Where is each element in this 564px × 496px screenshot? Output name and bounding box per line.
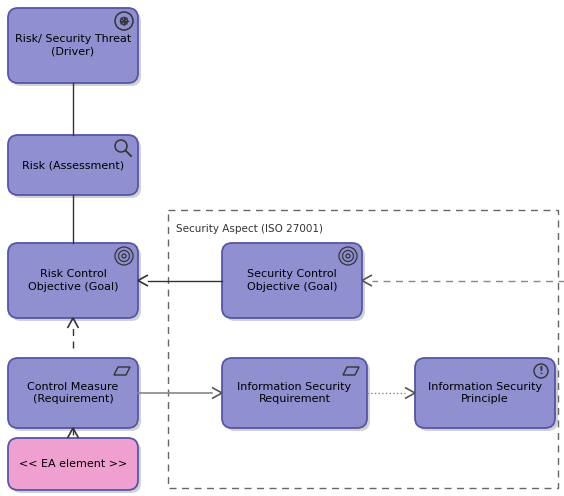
FancyBboxPatch shape [222, 358, 367, 428]
FancyBboxPatch shape [11, 246, 141, 321]
FancyBboxPatch shape [415, 358, 555, 428]
FancyBboxPatch shape [11, 361, 141, 431]
Text: Control Measure
(Requirement): Control Measure (Requirement) [28, 382, 118, 404]
Text: Security Aspect (ISO 27001): Security Aspect (ISO 27001) [176, 224, 323, 234]
Text: Risk (Assessment): Risk (Assessment) [22, 160, 124, 170]
Text: !: ! [539, 367, 544, 376]
Text: Risk Control
Objective (Goal): Risk Control Objective (Goal) [28, 269, 118, 292]
FancyBboxPatch shape [225, 361, 370, 431]
Text: Information Security
Principle: Information Security Principle [428, 382, 542, 404]
Text: Information Security
Requirement: Information Security Requirement [237, 382, 351, 404]
FancyBboxPatch shape [8, 358, 138, 428]
FancyBboxPatch shape [8, 8, 138, 83]
FancyBboxPatch shape [8, 243, 138, 318]
FancyBboxPatch shape [11, 138, 141, 198]
FancyBboxPatch shape [8, 135, 138, 195]
FancyBboxPatch shape [418, 361, 558, 431]
FancyBboxPatch shape [11, 11, 141, 86]
FancyBboxPatch shape [11, 441, 141, 493]
FancyBboxPatch shape [222, 243, 362, 318]
FancyBboxPatch shape [225, 246, 365, 321]
Text: << EA element >>: << EA element >> [19, 459, 127, 469]
Text: Security Control
Objective (Goal): Security Control Objective (Goal) [247, 269, 337, 292]
Text: Risk/ Security Threat
(Driver): Risk/ Security Threat (Driver) [15, 34, 131, 57]
FancyBboxPatch shape [8, 438, 138, 490]
